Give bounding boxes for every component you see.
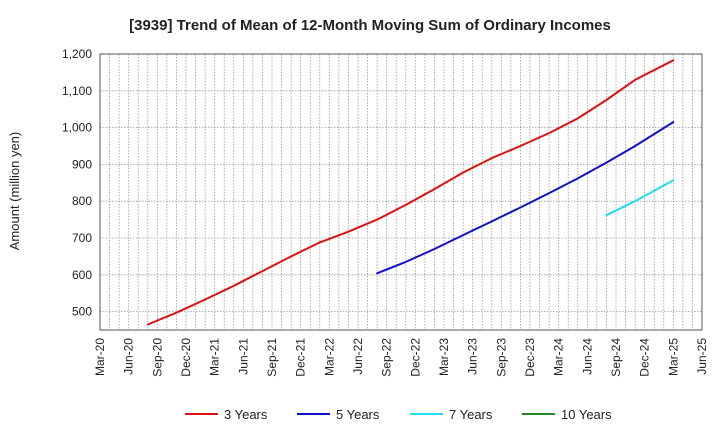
legend-label: 7 Years (449, 407, 493, 422)
legend-label: 5 Years (336, 407, 380, 422)
x-tick-label: Jun-20 (122, 338, 136, 375)
gridlines (100, 53, 702, 330)
series-line-1 (146, 59, 675, 326)
x-tick-label: Dec-21 (294, 338, 308, 377)
legend: 3 Years 5 Years 7 Years 10 Years (185, 407, 612, 422)
y-tick-label: 600 (72, 268, 92, 282)
y-axis-label: Amount (million yen) (7, 132, 22, 251)
x-tick-label: Mar-24 (552, 338, 566, 376)
legend-label: 3 Years (224, 407, 268, 422)
x-tick-label: Jun-24 (580, 338, 594, 375)
x-tick-label: Mar-20 (93, 338, 107, 376)
y-tick-label: 700 (72, 231, 92, 245)
plot-area (99, 53, 703, 331)
x-tick-label: Sep-21 (265, 338, 279, 377)
chart-title: [3939] Trend of Mean of 12-Month Moving … (129, 17, 611, 34)
y-tick-label: 1,100 (62, 84, 92, 98)
x-tick-label: Dec-20 (179, 338, 193, 377)
x-tick-label: Sep-24 (609, 338, 623, 377)
x-tick-label: Sep-23 (494, 338, 508, 377)
series-line-2 (376, 121, 675, 275)
y-tick-label: 1,000 (62, 121, 92, 135)
x-tick-label: Dec-24 (638, 338, 652, 377)
x-tick-label: Jun-22 (351, 338, 365, 375)
y-tick-label: 500 (72, 305, 92, 319)
series-line-3 (605, 179, 675, 217)
y-tick-label: 900 (72, 157, 92, 171)
x-tick-label: Sep-22 (380, 338, 394, 377)
x-tick-label: Mar-23 (437, 338, 451, 376)
x-tick-label: Jun-21 (236, 338, 250, 375)
x-tick-label: Dec-22 (408, 338, 422, 377)
y-tick-label: 800 (72, 194, 92, 208)
x-axis-ticks: Mar-20 Jun-20 Sep-20 Dec-20 Mar-21 Jun-21 Sep-… (93, 338, 709, 377)
x-tick-label: Jun-23 (466, 338, 480, 375)
y-tick-label: 1,200 (62, 47, 92, 61)
x-tick-label: Jun-25 (695, 338, 709, 375)
series-lines (146, 59, 675, 326)
x-tick-label: Dec-23 (523, 338, 537, 377)
x-tick-label: Sep-20 (150, 338, 164, 377)
x-tick-label: Mar-25 (666, 338, 680, 376)
x-tick-label: Mar-21 (208, 338, 222, 376)
legend-label: 10 Years (561, 407, 612, 422)
x-tick-label: Mar-22 (322, 338, 336, 376)
y-axis-ticks: 500 600 700 800 900 1,000 1,100 1,200 (62, 47, 92, 319)
